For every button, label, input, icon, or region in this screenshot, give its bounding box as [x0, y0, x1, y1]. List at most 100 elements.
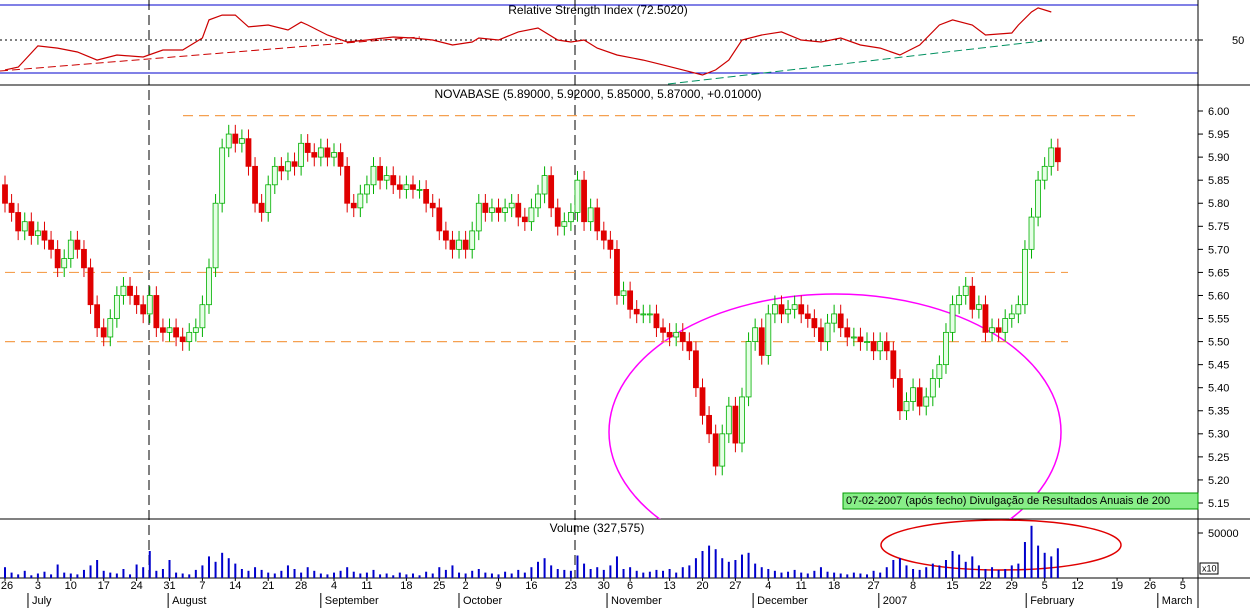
chart-title: Relative Strength Index (72.5020)	[508, 3, 687, 17]
volume-bar	[1037, 545, 1040, 578]
candle-body	[989, 327, 995, 333]
volume-bar	[1017, 563, 1020, 578]
volume-bar	[681, 567, 684, 578]
candle-body	[311, 152, 318, 158]
candle-body	[219, 147, 226, 204]
candle-body	[48, 239, 54, 250]
candle-body	[344, 165, 351, 204]
candle-body	[923, 396, 930, 407]
y-tick-label: 5.70	[1208, 244, 1229, 256]
candle-body	[962, 285, 969, 296]
candle-body	[561, 221, 568, 227]
x-tick-label: 3	[35, 580, 41, 592]
volume-bar	[313, 570, 316, 578]
volume-bar	[431, 573, 434, 578]
volume-bar	[971, 556, 974, 578]
volume-bar	[609, 565, 612, 578]
volume-bar	[596, 567, 599, 578]
candle-body	[442, 230, 449, 241]
x-tick-label: 19	[1111, 580, 1123, 592]
x-tick-label: 5	[1042, 580, 1048, 592]
candle-body	[462, 239, 469, 250]
candle-body	[508, 202, 515, 209]
volume-bar	[589, 569, 592, 578]
highlight-ellipse	[880, 519, 1122, 571]
y-tick-label: 5.20	[1208, 475, 1229, 487]
candle-body	[818, 327, 824, 342]
candle-body	[1028, 216, 1035, 250]
y-tick-label: 5.65	[1208, 267, 1229, 279]
volume-bar	[352, 571, 355, 578]
candle-body	[2, 184, 8, 204]
x-tick-label: 26	[1, 580, 13, 592]
volume-bar	[740, 554, 743, 578]
volume-bar	[944, 560, 947, 578]
candle-body	[587, 207, 594, 223]
candle-body	[679, 331, 686, 342]
volume-bar	[96, 560, 99, 578]
y-tick-label: 5.55	[1208, 313, 1229, 325]
volume-bar	[214, 561, 217, 578]
candle-body	[850, 336, 857, 339]
volume-bar	[833, 572, 836, 578]
volume-bar	[793, 569, 796, 578]
volume-bar	[556, 569, 559, 578]
rsi-line	[4, 7, 1052, 76]
volume-bar	[550, 565, 553, 578]
volume-bar	[175, 572, 178, 578]
candle-body	[712, 433, 719, 467]
candle-body	[798, 304, 805, 315]
multiplier: x10	[1202, 563, 1217, 573]
candle-body	[791, 304, 798, 310]
candle-body	[607, 239, 614, 250]
y-tick-label: 5.45	[1208, 360, 1229, 372]
volume-bar	[629, 567, 632, 578]
volume-bar	[721, 558, 724, 578]
candle-body	[331, 152, 337, 158]
candle-body	[192, 327, 199, 333]
volume-bar	[240, 569, 243, 578]
x-tick-label: 13	[663, 580, 675, 592]
candle-body	[238, 138, 245, 144]
volume-bar	[221, 552, 224, 578]
candle-body	[265, 184, 272, 213]
x-tick-label: 12	[1071, 580, 1083, 592]
volume-bar	[806, 573, 809, 578]
volume-bar	[425, 571, 428, 578]
volume-bar	[273, 573, 276, 578]
x-tick-label: 8	[910, 580, 916, 592]
volume-bar	[1010, 565, 1013, 578]
candle-body	[732, 405, 739, 444]
candle-body	[771, 304, 778, 315]
volume-bar	[977, 565, 980, 578]
volume-bar	[339, 570, 342, 578]
candle-body	[1048, 147, 1055, 167]
x-tick-label: 5	[1180, 580, 1186, 592]
candle-body	[1035, 179, 1041, 218]
candle-body	[581, 179, 587, 223]
volume-bar	[925, 567, 928, 578]
volume-bar	[504, 571, 507, 578]
volume-bar	[938, 565, 941, 578]
candle-body	[969, 285, 976, 310]
volume-bar	[148, 551, 151, 578]
volume-bar	[247, 570, 250, 578]
candle-body	[87, 267, 94, 306]
volume-bar	[760, 567, 763, 578]
candle-body	[271, 165, 278, 186]
volume-bar	[510, 573, 513, 578]
candle-body	[870, 341, 877, 352]
volume-bar	[714, 549, 717, 578]
x-tick-label: 22	[979, 580, 991, 592]
volume-bar	[747, 552, 750, 578]
candle-body	[686, 341, 693, 352]
candle-body	[357, 193, 364, 209]
month-label: October	[463, 595, 502, 607]
candle-body	[627, 290, 634, 310]
month-label: February	[1030, 595, 1075, 607]
candle-body	[660, 327, 666, 333]
volume-bar	[780, 572, 783, 578]
x-tick-label: 7	[199, 580, 205, 592]
volume-bar	[458, 572, 461, 578]
